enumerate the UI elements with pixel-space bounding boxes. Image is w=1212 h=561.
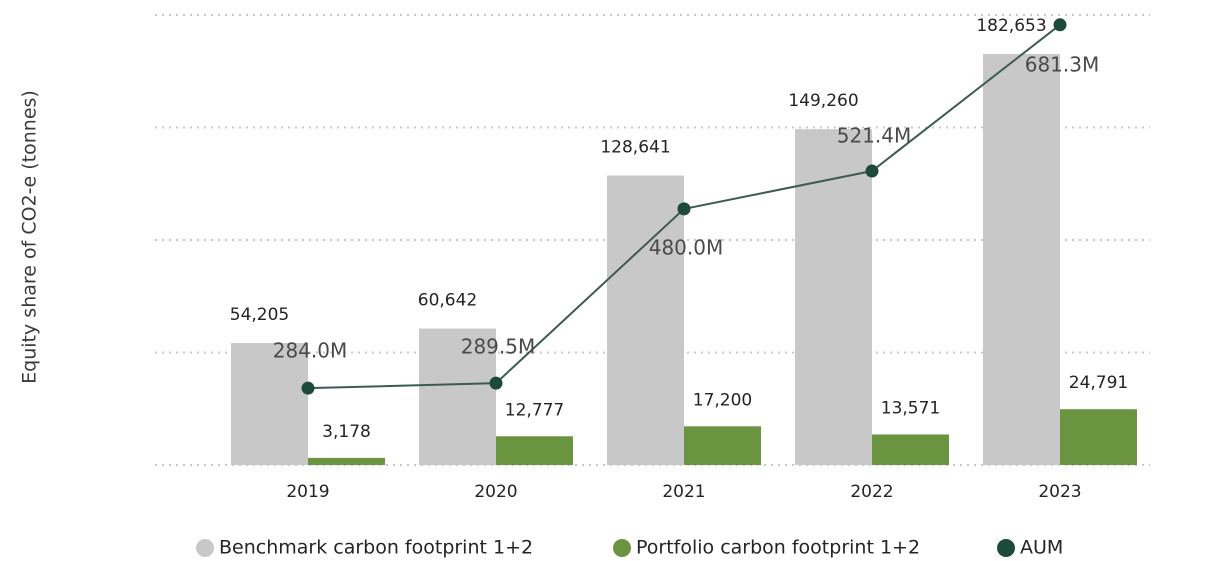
legend-swatch [613, 539, 631, 557]
legend-label: Portfolio carbon footprint 1+2 [636, 537, 920, 559]
legend-swatch [196, 539, 214, 557]
x-tick-label: 2019 [286, 482, 329, 502]
bar [231, 343, 308, 465]
aum-point [865, 164, 879, 178]
aum-label: 289.5M [461, 335, 536, 359]
bar [419, 328, 496, 465]
bar [983, 54, 1060, 465]
data-label: 128,641 [600, 138, 670, 158]
data-label: 3,178 [322, 422, 371, 442]
aum-point [677, 202, 691, 216]
bar [496, 436, 573, 465]
data-label: 54,205 [230, 305, 289, 325]
bar [684, 426, 761, 465]
aum-label: 521.4M [837, 124, 912, 148]
data-label: 182,653 [976, 16, 1046, 36]
aum-label: 284.0M [273, 339, 348, 363]
bar [607, 175, 684, 466]
legend-label: Benchmark carbon footprint 1+2 [219, 537, 533, 559]
legend-swatch [997, 539, 1015, 557]
y-axis-title: Equity share of CO2-e (tonnes) [19, 90, 41, 384]
data-label: 149,260 [788, 91, 858, 111]
aum-point [301, 381, 315, 395]
data-label: 24,791 [1069, 373, 1128, 393]
x-tick-label: 2021 [662, 482, 705, 502]
aum-label: 480.0M [649, 235, 724, 259]
aum-label: 681.3M [1025, 52, 1100, 76]
data-label: 12,777 [505, 400, 564, 420]
bar [308, 457, 385, 465]
aum-point [1053, 18, 1067, 32]
x-tick-label: 2020 [474, 482, 517, 502]
data-label: 60,642 [418, 291, 477, 311]
bar [795, 129, 872, 466]
x-tick-label: 2022 [850, 482, 893, 502]
x-tick-label: 2023 [1038, 482, 1081, 502]
data-label: 13,571 [881, 398, 940, 418]
bar [1060, 409, 1137, 465]
data-label: 17,200 [693, 390, 752, 410]
aum-point [489, 376, 503, 390]
legend-label: AUM [1020, 537, 1063, 559]
bar [872, 434, 949, 465]
